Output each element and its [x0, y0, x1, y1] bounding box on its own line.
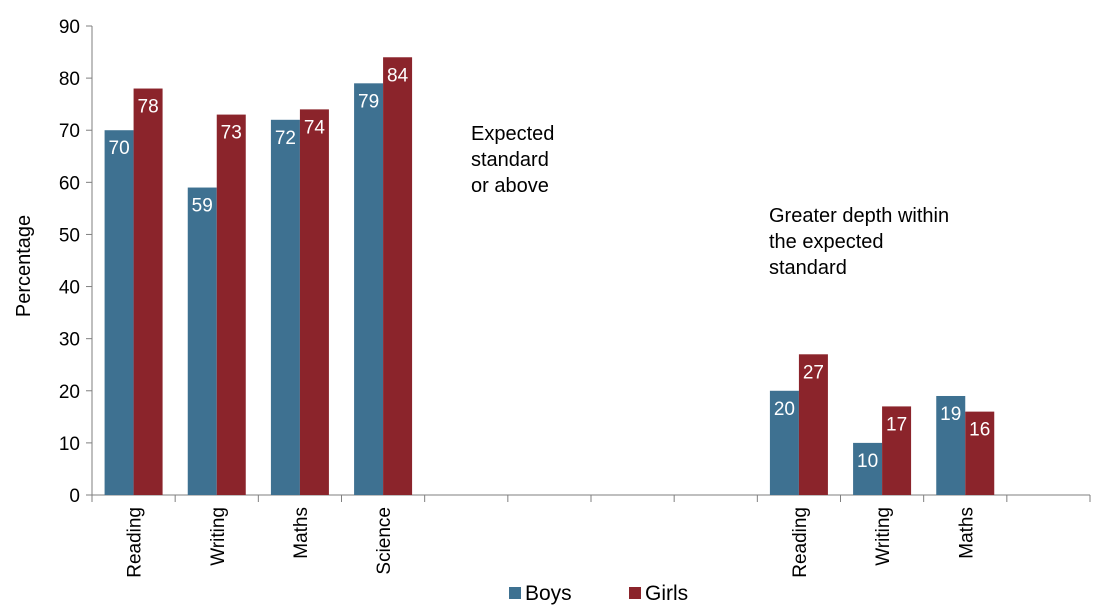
x-tick-label: Maths: [291, 507, 312, 559]
bar-boys: [187, 187, 217, 496]
bar-boys: [354, 83, 384, 496]
data-label-boys: 20: [774, 399, 795, 420]
x-tick-label: Reading: [790, 507, 811, 578]
data-labels: 70 78 59 73 72 74 79 84 20 27 10 17 19 16: [109, 65, 991, 472]
y-tick-label: 70: [59, 121, 80, 142]
x-tick-label: Writing: [873, 507, 894, 566]
x-tick-label: Reading: [125, 507, 146, 578]
y-tick-label: 60: [59, 173, 80, 194]
y-tick-label: 0: [69, 486, 80, 507]
y-axis-title: Percentage: [13, 215, 35, 317]
bar-boys: [769, 390, 799, 495]
data-label-girls: 16: [969, 420, 990, 441]
bars: [104, 57, 995, 496]
bar-girls: [216, 114, 246, 495]
annotation-expected-standard: Expected standard or above: [471, 123, 554, 197]
bar-boys: [936, 395, 966, 495]
x-tick-label: Science: [374, 507, 395, 575]
legend-swatch-boys: [509, 587, 521, 599]
bar-girls: [798, 354, 828, 495]
data-label-boys: 79: [358, 91, 379, 112]
data-label-girls: 78: [138, 97, 159, 118]
y-tick-label: 50: [59, 225, 80, 246]
x-axis: Reading Writing Maths Science Reading Writing…: [91, 494, 1091, 578]
y-tick-label: 30: [59, 330, 80, 351]
x-tick-label: Writing: [208, 507, 229, 566]
bar-boys: [270, 119, 300, 496]
legend-label-boys: Boys: [525, 582, 572, 605]
data-label-girls: 84: [387, 65, 409, 86]
annotation-line: standard: [769, 257, 847, 279]
bar-boys: [853, 442, 883, 495]
legend: Boys Girls: [509, 582, 688, 605]
legend-swatch-girls: [629, 587, 641, 599]
y-tick-label: 20: [59, 382, 80, 403]
data-label-boys: 72: [275, 128, 296, 149]
data-label-girls: 73: [221, 123, 242, 144]
data-label-boys: 59: [192, 196, 213, 217]
data-label-girls: 17: [886, 414, 907, 435]
bar-boys: [104, 130, 134, 495]
data-label-boys: 70: [109, 138, 130, 159]
data-label-boys: 19: [940, 404, 961, 425]
bar-girls: [299, 109, 329, 495]
bar-girls: [965, 411, 995, 495]
x-tick-label: Maths: [956, 507, 977, 559]
annotation-greater-depth: Greater depth within the expected standard: [769, 205, 949, 279]
y-tick-label: 40: [59, 278, 80, 299]
annotation-line: Greater depth within: [769, 205, 949, 227]
bar-girls: [133, 88, 163, 496]
annotation-line: Expected: [471, 123, 554, 145]
data-label-girls: 27: [803, 362, 824, 383]
y-axis: 0 10 20 30 40 50 60 70 80 90: [59, 17, 93, 507]
y-tick-label: 90: [59, 17, 80, 38]
annotation-line: standard: [471, 149, 549, 171]
annotation-line: or above: [471, 175, 549, 197]
bar-girls: [882, 406, 912, 495]
data-label-girls: 74: [304, 117, 326, 138]
annotation-line: the expected: [769, 231, 884, 253]
y-tick-label: 10: [59, 434, 80, 455]
data-label-boys: 10: [857, 451, 878, 472]
y-tick-label: 80: [59, 69, 80, 90]
bar-girls: [383, 57, 413, 496]
legend-label-girls: Girls: [645, 582, 688, 605]
